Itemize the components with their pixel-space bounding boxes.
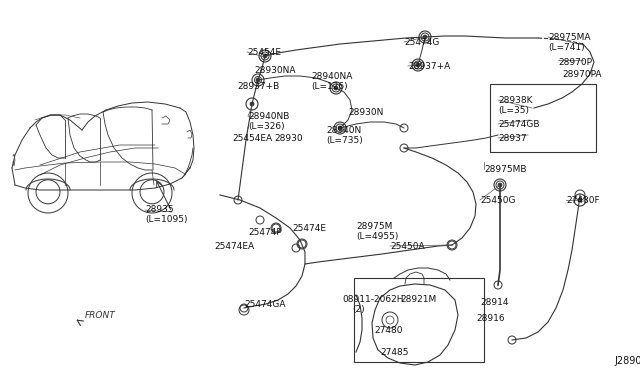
Text: (L=741): (L=741) [548,43,584,52]
Text: 25450G: 25450G [480,196,515,205]
Text: 27480F: 27480F [566,196,600,205]
Text: 25474P: 25474P [248,228,282,237]
Text: 28937+B: 28937+B [237,82,279,91]
Text: J289010K: J289010K [614,356,640,366]
Text: 25474GB: 25474GB [498,120,540,129]
Text: (L=326): (L=326) [248,122,285,131]
Text: 08911-2062H: 08911-2062H [342,295,403,304]
Text: 25474G: 25474G [404,38,440,47]
Text: 28940NB: 28940NB [248,112,289,121]
Bar [490,84,596,152]
Text: 28975M: 28975M [356,222,392,231]
Text: (L=735): (L=735) [326,136,363,145]
Text: (L=126): (L=126) [311,82,348,91]
Text: 28970P: 28970P [558,58,592,67]
Text: 28916: 28916 [476,314,504,323]
Text: 28970PA: 28970PA [562,70,602,79]
Text: 28975MB: 28975MB [484,165,527,174]
Text: 27480: 27480 [374,326,403,335]
Text: 25450A: 25450A [390,242,424,251]
Text: 28930NA: 28930NA [254,66,296,75]
Text: FRONT: FRONT [85,311,116,320]
Circle shape [256,78,260,82]
Text: 28921M: 28921M [400,295,436,304]
Text: 28935: 28935 [145,205,173,214]
Circle shape [250,102,254,106]
Text: 28937+A: 28937+A [408,62,451,71]
Text: 27485: 27485 [380,348,408,357]
Text: 28940NA: 28940NA [311,72,353,81]
Circle shape [498,183,502,187]
Circle shape [338,126,342,130]
Text: (L=35): (L=35) [498,106,529,115]
Text: 28937: 28937 [498,134,527,143]
Circle shape [263,54,267,58]
Text: 25454E: 25454E [247,48,281,57]
Text: 25474EA: 25474EA [214,242,254,251]
Text: (2): (2) [352,305,365,314]
Text: (L=4955): (L=4955) [356,232,398,241]
Text: 28914: 28914 [480,298,509,307]
Text: 28930N: 28930N [348,108,383,117]
Bar [354,278,484,362]
Circle shape [416,63,420,67]
Text: 25474E: 25474E [292,224,326,233]
Text: 28938K: 28938K [498,96,532,105]
Text: 28975MA: 28975MA [548,33,591,42]
Text: 25474GA: 25474GA [244,300,285,309]
Circle shape [578,198,582,202]
Text: 28940N: 28940N [326,126,361,135]
Text: (L=1095): (L=1095) [145,215,188,224]
Circle shape [334,86,338,90]
Circle shape [423,35,427,39]
Text: 25454EA: 25454EA [232,134,272,143]
Text: 28930: 28930 [274,134,303,143]
